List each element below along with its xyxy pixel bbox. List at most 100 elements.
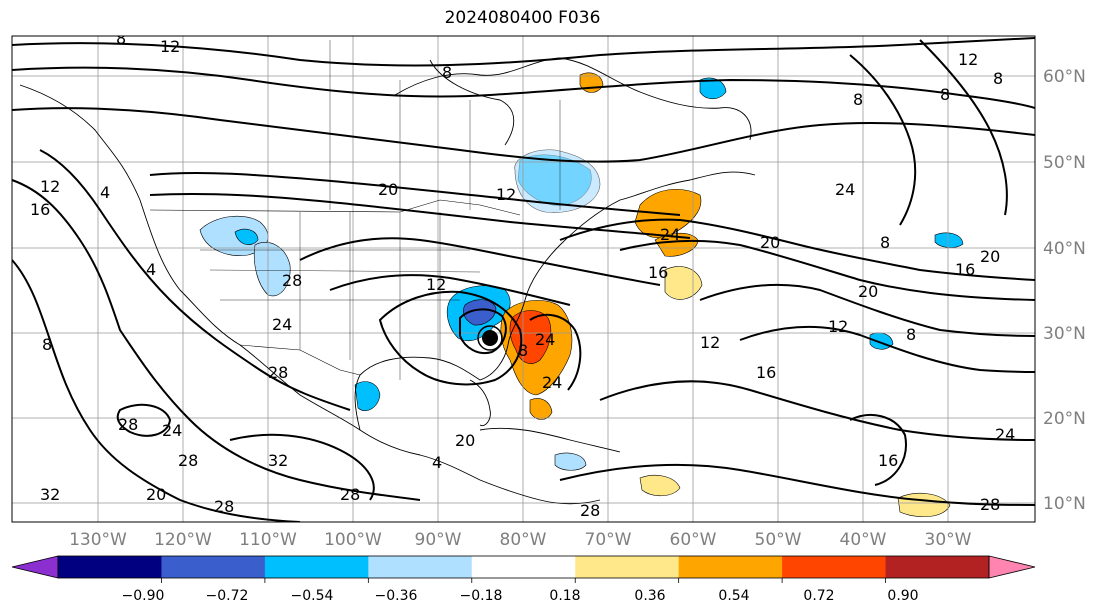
longitude-label: 100°W [324,530,382,550]
longitude-label: 40°W [840,530,887,550]
map-panel: 12 8 8 12 8 12 8 4 16 12 4 20 12 8 20 24… [12,36,1035,522]
contour-label: 24 [542,373,562,392]
longitude-label: 110°W [239,530,297,550]
colorbar-cell [264,556,369,578]
contour-label: 20 [980,247,1000,266]
shading-negative-west-us-2 [253,242,291,297]
latitude-label: 40°N [1043,239,1086,259]
longitude-label: 80°W [500,530,547,550]
contour-label: 24 [995,425,1015,444]
colorbar-outline [57,555,990,579]
graticule [12,36,1035,522]
shading-negative-east-coast-inner [463,299,497,326]
contour-label: 24 [660,225,680,244]
contour-label: 8 [993,69,1003,88]
shading-negative-quebec-light [514,149,601,213]
contour-label: 28 [268,363,288,382]
contour-label: 20 [760,233,780,252]
shaded-field [199,72,964,518]
contour-label: 32 [40,485,60,504]
shading-positive-small-5 [529,398,553,420]
map-frame [11,35,1036,523]
colorbar-cell [678,556,783,578]
longitude-axis: 130°W 120°W 110°W 100°W 90°W 80°W 70°W 6… [69,530,972,550]
contour-label: 28 [580,501,600,520]
longitude-label: 50°W [755,530,802,550]
colorbar-cell [58,556,162,578]
colorbar-tick-label: −0.54 [291,588,334,604]
latitude-label: 50°N [1043,153,1086,173]
colorbar-tick-label: 0.18 [549,588,580,604]
contour-label: 12 [160,37,180,56]
latitude-label: 30°N [1043,324,1086,344]
contour-label: 24 [162,421,182,440]
contour-label: 16 [30,200,50,219]
shading-negative-west-us-core [234,228,259,245]
colorbar-cell [885,556,990,578]
shading-positive-small-4 [639,475,681,497]
shading-negative-mexico [354,381,381,412]
contour-label: 20 [858,282,878,301]
longitude-label: 90°W [415,530,462,550]
latitude-label: 60°N [1043,67,1086,87]
contour-label: 8 [906,325,916,344]
contour-label: 16 [648,263,668,282]
contour-label: 24 [272,315,292,334]
shading-negative-west-us [199,215,269,256]
us-mexico-border [239,344,361,376]
longitude-label: 120°W [154,530,212,550]
state-lines [200,212,481,380]
contour-label: 8 [853,90,863,109]
cuba [479,427,621,453]
latitude-label: 10°N [1043,494,1086,514]
contour-label: 12 [958,50,978,69]
contour-label: 8 [42,335,52,354]
coastlines [19,40,756,505]
latitude-label: 20°N [1043,409,1086,429]
contour-label: 24 [535,330,555,349]
tropical-cyclone-icon [477,325,503,351]
contours [12,37,1035,522]
contour-label: 20 [378,180,398,199]
contour-label: 16 [878,451,898,470]
contour-label: 12 [828,317,848,336]
contour-label: 28 [282,271,302,290]
colorbar-tick-label: −0.72 [206,588,249,604]
colorbar-ticks [161,578,886,583]
contour-label: 8 [442,63,452,82]
shading-negative-small-1 [699,77,727,100]
contour-label: 8 [880,233,890,252]
contour-label: 16 [955,260,975,279]
longitude-label: 30°W [925,530,972,550]
latitude-axis: 60°N 50°N 40°N 30°N 20°N 10°N [1043,67,1086,514]
contour-label: 12 [700,333,720,352]
canada-north-coast [394,57,752,141]
longitude-label: 60°W [670,530,717,550]
contour-label-group: 12 8 8 12 8 12 8 4 16 12 4 20 12 8 20 24… [30,36,1015,520]
contour-label: 20 [455,431,475,450]
hudson-bay [429,59,515,146]
contour-label: 32 [268,451,288,470]
colorbar-tick-label: 0.36 [634,588,665,604]
contour-label: 12 [40,177,60,196]
longitude-label: 130°W [69,530,127,550]
florida [469,379,491,427]
contour-label: 28 [980,495,1000,514]
central-america [419,454,601,505]
contour-label: 28 [340,485,360,504]
colorbar-cell [782,556,887,578]
colorbar-tick-label: 0.54 [718,588,749,604]
contour-label: 4 [146,260,156,279]
colorbar-tick-label: −0.36 [375,588,418,604]
colorbar-tick-label: 0.72 [803,588,834,604]
province-lines [329,40,561,210]
contour-label: 28 [214,497,234,516]
contour-label: 4 [432,453,442,472]
colorbar-cell [161,556,266,578]
colorbar-tick-labels: −0.90 −0.72 −0.54 −0.36 −0.18 0.18 0.36 … [122,588,919,604]
contour-label: 16 [756,363,776,382]
colorbar-extension-low [11,555,59,579]
contour-label: 12 [496,185,516,204]
contour-label: 20 [146,485,166,504]
